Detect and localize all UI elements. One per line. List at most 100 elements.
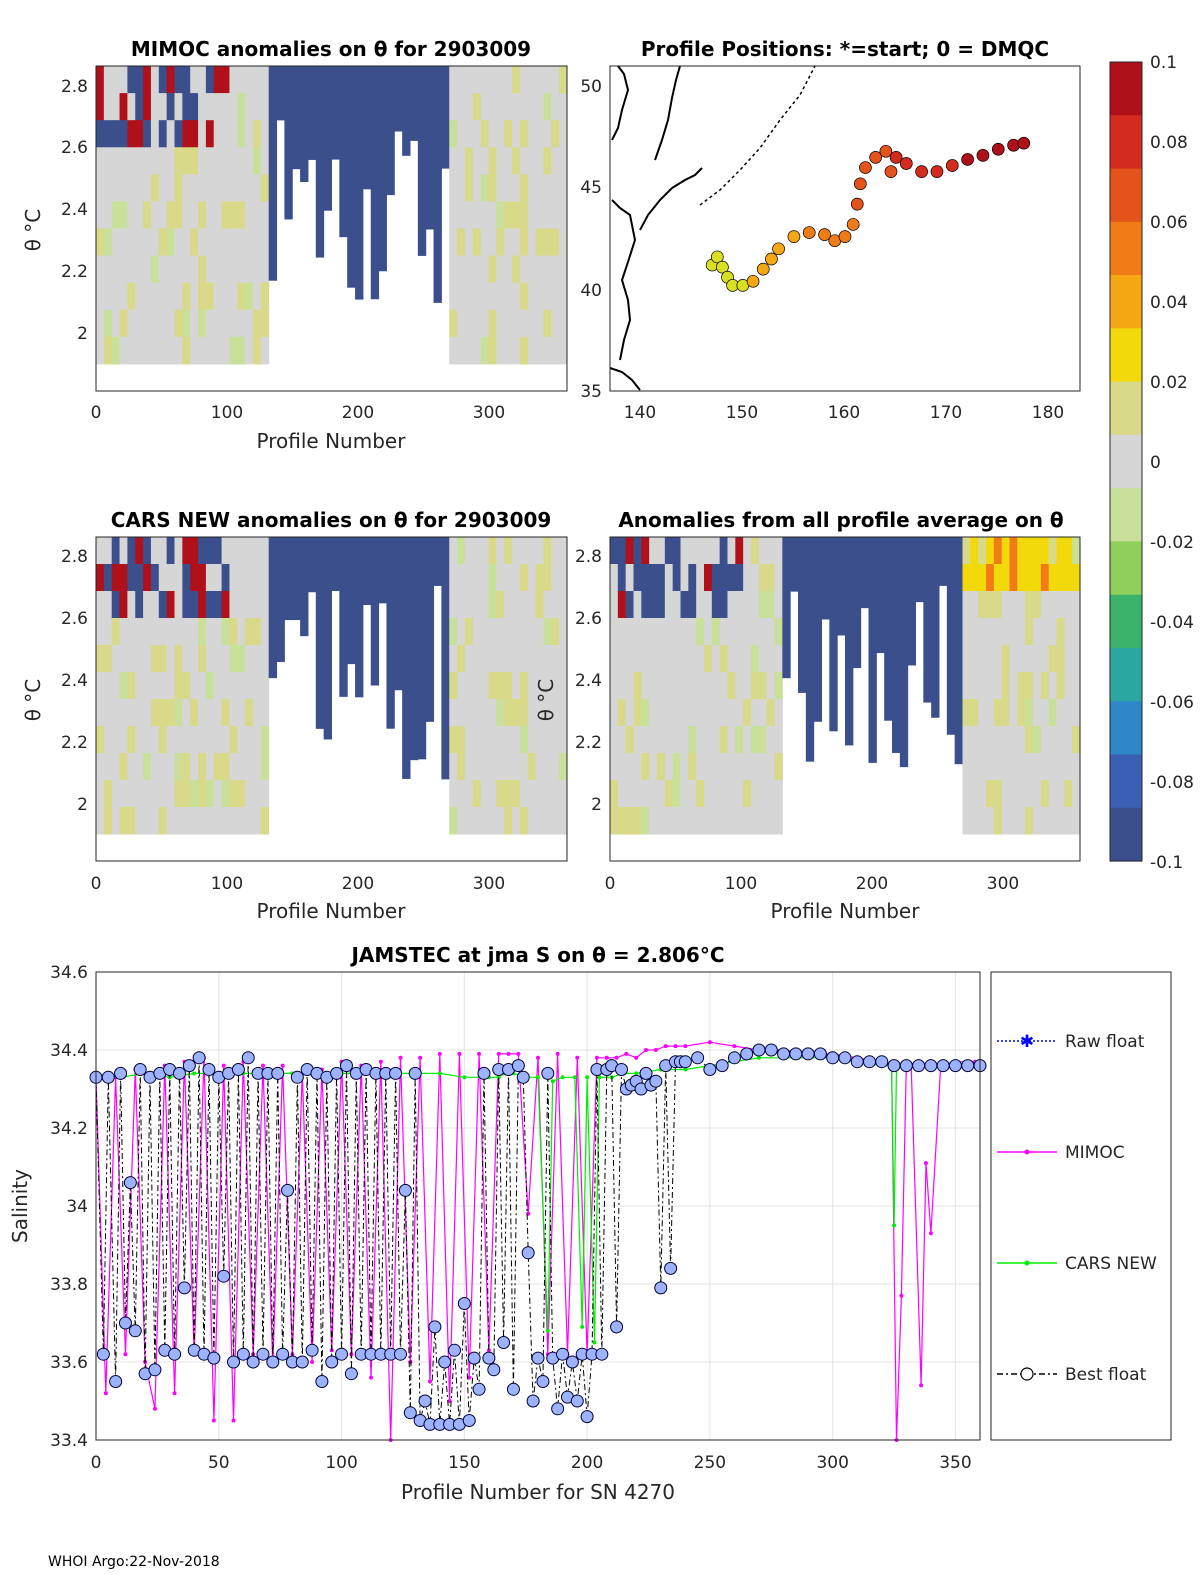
anomaly-cell <box>1017 780 1026 808</box>
anomaly-cell <box>253 201 262 229</box>
anomaly-cell <box>657 780 666 808</box>
data-point <box>899 1059 913 1073</box>
anomaly-cell <box>743 645 752 673</box>
anomaly-cell <box>633 591 642 619</box>
anomaly-cell <box>143 147 152 175</box>
data-point <box>531 1351 545 1365</box>
anomaly-cell <box>245 591 254 619</box>
anomaly-cell <box>1033 780 1042 808</box>
anomaly-cell <box>543 591 552 619</box>
anomaly-cell <box>504 282 513 311</box>
anomaly-cell <box>213 93 223 121</box>
anomaly-cell <box>143 591 152 619</box>
anomaly-cell <box>174 591 183 619</box>
anomaly-cell <box>205 699 215 727</box>
anomaly-cell <box>978 645 987 673</box>
anomaly-cell <box>143 807 152 835</box>
avg-ytick: 2 <box>591 795 602 815</box>
anomaly-cell <box>182 591 191 619</box>
anomaly-cell <box>119 228 128 257</box>
anomaly-cell <box>512 255 521 284</box>
anomaly-cell <box>111 93 121 121</box>
anomaly-cell <box>1009 618 1018 646</box>
anomaly-cell <box>719 645 728 673</box>
anomaly-cell <box>480 807 489 835</box>
anomaly-cell <box>158 672 168 700</box>
data-point <box>961 1059 975 1073</box>
anomaly-cell <box>449 699 458 727</box>
anomaly-cell <box>488 564 497 592</box>
anomaly-cell <box>213 645 223 673</box>
anomaly-cell <box>457 201 466 229</box>
anomaly-cell <box>1072 564 1081 592</box>
anomaly-cell <box>339 66 348 238</box>
anomaly-cell <box>96 255 105 284</box>
anomaly-cell <box>535 201 544 229</box>
cars-ytick: 2.8 <box>61 547 88 567</box>
anomaly-cell <box>1064 753 1073 781</box>
anomaly-cell <box>790 537 799 592</box>
anomaly-cell <box>766 672 775 700</box>
anomaly-cell <box>504 672 513 700</box>
anomaly-cell <box>680 726 689 754</box>
anomaly-cell <box>680 591 689 619</box>
data-point <box>715 1059 729 1073</box>
anomaly-cell <box>496 699 505 727</box>
positions-panel: Profile Positions: *=start; 0 = DMQC 50 … <box>580 37 1081 423</box>
anomaly-cell <box>158 174 168 202</box>
anomaly-cell <box>433 66 442 303</box>
anomaly-cell <box>111 672 121 700</box>
anomaly-cell <box>158 255 168 284</box>
colorbar-step <box>1110 115 1142 170</box>
anomaly-cell <box>221 309 230 338</box>
data-point <box>276 1347 290 1361</box>
data-point <box>290 1070 304 1084</box>
anomaly-cell <box>198 66 207 94</box>
anomaly-cell <box>229 282 238 311</box>
data-point <box>118 1316 132 1330</box>
anomaly-cell <box>535 537 544 565</box>
data-point <box>536 1375 550 1388</box>
anomaly-cell <box>504 780 513 808</box>
anomaly-cell <box>260 564 270 592</box>
anomaly-cell <box>339 537 348 697</box>
anomaly-cell <box>962 645 971 673</box>
anomaly-cell <box>253 93 262 121</box>
anomaly-cell <box>559 174 568 202</box>
anomaly-cell <box>751 699 760 727</box>
data-point <box>919 1383 924 1388</box>
track-point <box>976 149 990 162</box>
data-point <box>654 1281 668 1295</box>
anomaly-cell <box>260 336 270 365</box>
anomaly-cell <box>519 147 529 175</box>
anomaly-cell <box>143 120 152 148</box>
anomaly-cell <box>127 780 136 808</box>
anomaly-cell <box>696 537 705 565</box>
anomaly-cell <box>527 591 537 619</box>
anomaly-cell <box>127 645 136 673</box>
anomaly-cell <box>1048 807 1057 835</box>
anomaly-cell <box>970 564 979 592</box>
anomaly-cell <box>1001 780 1010 808</box>
anomaly-cell <box>1025 753 1034 781</box>
anomaly-cell <box>386 66 395 196</box>
anomaly-cell <box>103 645 113 673</box>
anomaly-cell <box>962 672 971 700</box>
anomaly-cell <box>1040 564 1050 592</box>
anomaly-cell <box>480 780 489 808</box>
anomaly-cell <box>449 807 458 835</box>
anomaly-cell <box>504 228 513 257</box>
cars-xtick: 300 <box>473 874 505 894</box>
anomaly-cell <box>127 336 136 365</box>
data-point <box>936 1059 950 1073</box>
anomaly-cell <box>986 780 995 808</box>
anomaly-cell <box>111 780 121 808</box>
data-point <box>457 1051 462 1056</box>
anomaly-cell <box>111 753 121 781</box>
anomaly-cell <box>735 672 744 700</box>
coastline-honshu <box>611 199 637 361</box>
anomaly-cell <box>543 618 552 646</box>
anomaly-cell <box>119 93 128 121</box>
anomaly-cell <box>417 537 427 760</box>
anomaly-cell <box>441 537 450 780</box>
